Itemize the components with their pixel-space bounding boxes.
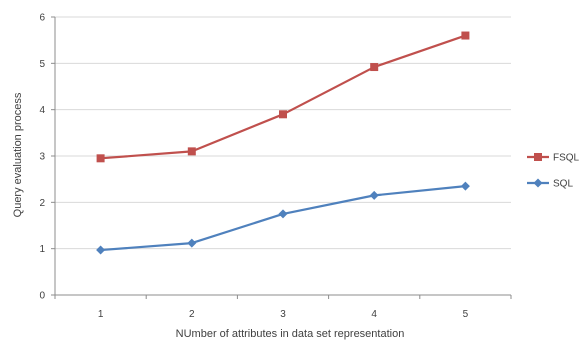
legend-label: FSQL [553, 153, 579, 164]
data-point-sql [187, 238, 197, 248]
y-axis-label: Query evaluation process [12, 92, 24, 217]
legend-swatch-marker [534, 153, 542, 161]
series-fsql [96, 31, 470, 163]
y-tick-label: 1 [39, 244, 45, 255]
x-axis-label: NUmber of attributes in data set represe… [176, 328, 405, 340]
y-tick-labels: 0 1 2 3 4 5 6 [39, 13, 45, 302]
x-tick-label: 5 [463, 309, 469, 320]
legend-swatch-marker [533, 178, 543, 188]
legend: FSQL SQL [527, 153, 579, 190]
series-sql [96, 181, 470, 255]
data-point-sql [460, 181, 470, 191]
x-tick-labels: 1 2 3 4 5 [98, 309, 469, 320]
series-lines [96, 31, 470, 255]
data-point-sql [96, 245, 106, 255]
axes [51, 16, 512, 299]
y-tick-label: 5 [39, 59, 45, 70]
y-tick-label: 6 [39, 13, 45, 24]
legend-label: SQL [553, 179, 573, 190]
data-point-fsql [96, 154, 105, 163]
data-point-sql [278, 209, 288, 219]
x-tick-label: 3 [280, 309, 286, 320]
data-point-sql [369, 190, 379, 200]
x-tick-label: 2 [189, 309, 195, 320]
legend-item-fsql: FSQL [527, 153, 579, 164]
data-point-fsql [187, 147, 196, 156]
data-point-fsql [279, 110, 287, 119]
data-point-fsql [461, 31, 470, 40]
x-tick-label: 4 [371, 309, 377, 320]
legend-item-sql: SQL [527, 178, 573, 190]
y-tick-label: 3 [39, 152, 45, 163]
y-tick-label: 2 [39, 198, 45, 209]
x-tick-label: 1 [98, 309, 104, 320]
data-point-fsql [370, 63, 379, 72]
series-line-fsql [100, 34, 466, 160]
y-tick-label: 4 [39, 105, 45, 116]
y-tick-label: 0 [39, 291, 45, 302]
